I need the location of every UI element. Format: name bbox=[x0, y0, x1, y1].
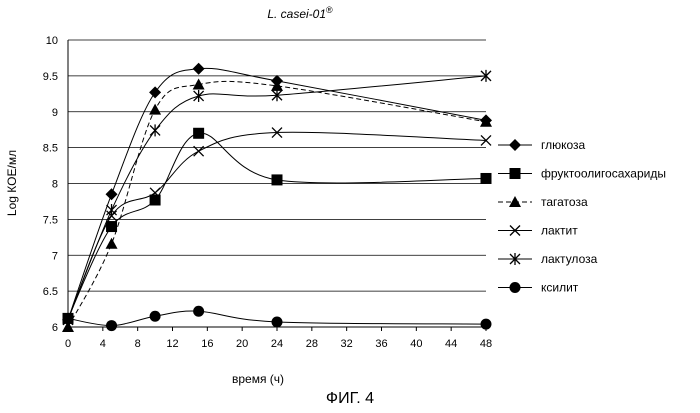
legend-label: глюкоза bbox=[541, 138, 586, 152]
x-tick-label: 44 bbox=[445, 338, 457, 350]
legend-label: лактулоза bbox=[541, 252, 598, 266]
legend-label: ксилит bbox=[541, 281, 579, 295]
data-point-square bbox=[481, 173, 492, 184]
data-point-triangle bbox=[106, 238, 118, 249]
series-line-star bbox=[68, 76, 486, 320]
data-point-diamond bbox=[193, 63, 205, 75]
y-tick-label: 9 bbox=[52, 107, 58, 119]
series-star bbox=[63, 70, 491, 326]
y-tick-label: 6.5 bbox=[43, 286, 58, 298]
x-tick-label: 4 bbox=[100, 338, 106, 350]
x-tick-label: 36 bbox=[375, 338, 387, 350]
series-square bbox=[63, 128, 492, 324]
legend-item: лактулоза bbox=[498, 252, 598, 266]
x-tick-label: 40 bbox=[410, 338, 422, 350]
chart-title-mark: ® bbox=[326, 5, 333, 15]
legend: глюкоза фруктоолигосахариды тагатоза лактит… bbox=[498, 138, 666, 295]
data-point-square bbox=[272, 174, 283, 185]
legend-marker-diamond bbox=[509, 139, 521, 151]
y-tick-label: 8.5 bbox=[43, 143, 58, 155]
legend-marker-square bbox=[510, 168, 521, 179]
data-point-circle bbox=[193, 306, 204, 317]
data-point-diamond bbox=[149, 86, 161, 98]
data-point-triangle bbox=[149, 104, 161, 115]
x-axis-label: время (ч) bbox=[232, 372, 284, 386]
data-point-star bbox=[150, 124, 160, 136]
y-tick-label: 6 bbox=[52, 322, 58, 334]
y-tick-label: 10 bbox=[46, 35, 58, 47]
data-point-square bbox=[193, 128, 204, 139]
series-x bbox=[63, 128, 491, 325]
x-tick-label: 16 bbox=[201, 338, 213, 350]
data-point-circle bbox=[63, 313, 74, 324]
x-tick-label: 20 bbox=[236, 338, 248, 350]
data-point-circle bbox=[106, 320, 117, 331]
x-tick-label: 24 bbox=[271, 338, 283, 350]
y-tick-label: 7.5 bbox=[43, 214, 58, 226]
data-point-diamond bbox=[106, 188, 118, 200]
legend-item: ксилит bbox=[498, 281, 579, 295]
x-axis-ticks: 04812162024283236404448 bbox=[65, 327, 492, 350]
series-line-triangle bbox=[68, 81, 486, 327]
data-point-circle bbox=[150, 311, 161, 322]
x-tick-label: 48 bbox=[480, 338, 492, 350]
legend-label: лактит bbox=[541, 224, 578, 238]
x-tick-label: 8 bbox=[135, 338, 141, 350]
y-tick-label: 9.5 bbox=[43, 71, 58, 83]
legend-item: лактит bbox=[498, 224, 578, 238]
y-axis-ticks: 6 6.5 7 7.5 8 8.5 9 9.5 10 bbox=[43, 35, 58, 334]
legend-item: фруктоолигосахариды bbox=[498, 167, 666, 181]
series-group bbox=[62, 63, 492, 332]
figure-caption: ФИГ. 4 bbox=[0, 390, 700, 408]
series-line-x bbox=[68, 132, 486, 320]
data-point-star bbox=[194, 90, 204, 102]
data-point-circle bbox=[272, 316, 283, 327]
legend-label: тагатоза bbox=[541, 195, 588, 209]
line-chart: L. casei-01® 66.577.588.599.510 04812162… bbox=[0, 0, 700, 390]
legend-item: тагатоза bbox=[498, 195, 588, 209]
x-tick-label: 28 bbox=[306, 338, 318, 350]
series-line-square bbox=[68, 133, 486, 318]
legend-marker-circle bbox=[510, 282, 521, 293]
series-triangle bbox=[62, 78, 492, 332]
y-tick-label: 8 bbox=[52, 179, 58, 191]
data-point-circle bbox=[481, 319, 492, 330]
chart-title: L. casei-01® bbox=[267, 5, 333, 21]
chart-title-text: L. casei-01 bbox=[267, 7, 326, 21]
series-line-diamond bbox=[68, 68, 486, 320]
x-tick-label: 12 bbox=[166, 338, 178, 350]
series-diamond bbox=[62, 63, 492, 326]
y-axis-label: Log КОЕ/мл bbox=[5, 150, 19, 216]
legend-item: глюкоза bbox=[498, 138, 586, 152]
y-tick-label: 7 bbox=[52, 250, 58, 262]
legend-label: фруктоолигосахариды bbox=[541, 167, 666, 181]
data-point-star bbox=[107, 204, 117, 216]
x-tick-label: 0 bbox=[65, 338, 71, 350]
x-tick-label: 32 bbox=[341, 338, 353, 350]
